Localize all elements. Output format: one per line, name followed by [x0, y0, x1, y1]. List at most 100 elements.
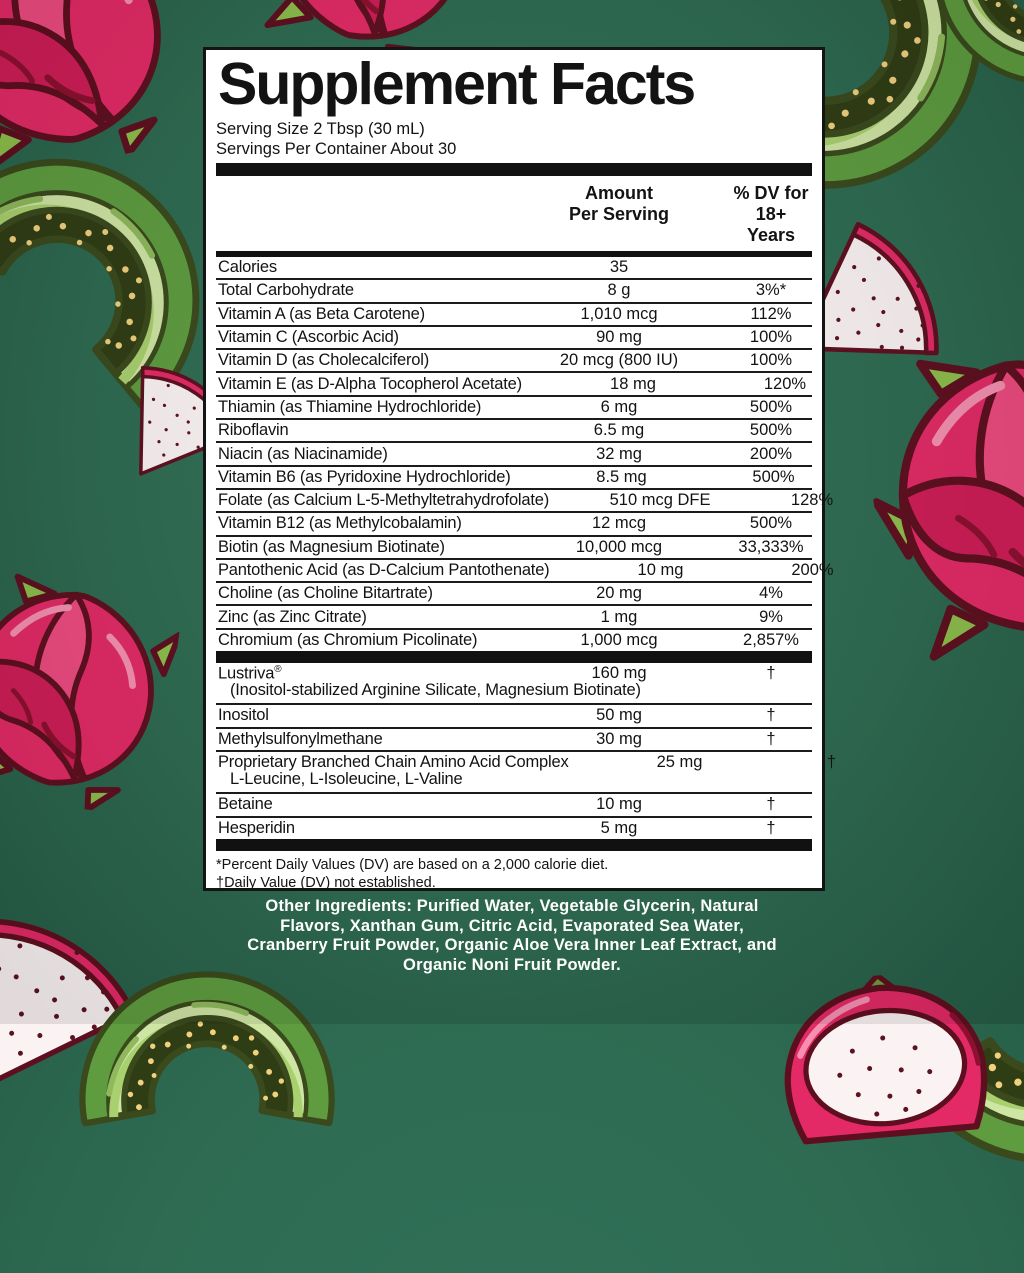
- nutrient-table: Calories 35 Total Carbohydrate 8 g 3%* V…: [216, 257, 834, 651]
- nutrient-name: Vitamin B12 (as Methylcobalamin): [218, 514, 462, 533]
- nutrient-dv: †: [766, 795, 776, 814]
- footnote-daily-values: *Percent Daily Values (DV) are based on …: [216, 856, 609, 873]
- nutrient-name: Folate (as Calcium L-5-Methyltetrahydrof…: [218, 491, 550, 510]
- table-row: Vitamin C (Ascorbic Acid) 90 mg 100%: [216, 327, 812, 351]
- nutrient-dv: †: [766, 664, 776, 683]
- nutrient-name: Hesperidin: [218, 818, 295, 837]
- nutrient-dv: 33,333%: [738, 537, 804, 556]
- nutrient-name: Vitamin C (Ascorbic Acid): [218, 328, 399, 347]
- nutrient-name: Betaine: [218, 795, 273, 814]
- nutrient-dv: 100%: [749, 328, 793, 347]
- nutrient-dv: 2,857%: [743, 630, 799, 649]
- nutrient-dv: 500%: [749, 514, 793, 533]
- nutrient-dv: 500%: [749, 421, 793, 440]
- nutrient-amount: 10 mg: [637, 561, 684, 579]
- nutrient-dv: 9%: [759, 607, 783, 626]
- nutrient-name: Inositol: [218, 706, 269, 725]
- nutrient-amount: 10 mg: [596, 795, 642, 814]
- proprietary-table: Lustriva® 160 mg † (Inositol-stabilized …: [216, 663, 836, 839]
- nutrient-name: Pantothenic Acid (as D-Calcium Pantothen…: [218, 561, 550, 579]
- nutrient-dv: 112%: [750, 304, 792, 323]
- nutrient-amount: 90 mg: [596, 328, 642, 347]
- footnote-dv-not-established: †Daily Value (DV) not established.: [216, 875, 436, 892]
- nutrient-name: Methylsulfonylmethane: [218, 729, 383, 748]
- table-row: Niacin (as Niacinamide) 32 mg 200%: [216, 443, 812, 467]
- nutrient-amount: 1,010 mcg: [580, 304, 658, 323]
- nutrient-amount: 160 mg: [591, 664, 647, 683]
- table-row: Total Carbohydrate 8 g 3%*: [216, 280, 812, 304]
- table-row: Calories 35: [216, 257, 812, 281]
- nutrient-amount: 6 mg: [600, 397, 638, 416]
- table-row: Vitamin B12 (as Methylcobalamin) 12 mcg …: [216, 513, 812, 537]
- divider-bar-medium: [216, 251, 812, 257]
- nutrient-name: Thiamin (as Thiamine Hydrochloride): [218, 397, 482, 416]
- nutrient-dv: †: [766, 729, 776, 748]
- nutrient-name: Zinc (as Zinc Citrate): [218, 607, 367, 626]
- nutrient-name: Proprietary Branched Chain Amino Acid Co…: [218, 753, 569, 772]
- table-row: Vitamin E (as D-Alpha Tocopherol Acetate…: [216, 373, 812, 397]
- nutrient-name: Biotin (as Magnesium Biotinate): [218, 537, 445, 556]
- nutrient-name: Calories: [218, 258, 277, 277]
- table-row: Betaine 10 mg †: [216, 794, 812, 818]
- nutrient-dv: 120%: [763, 374, 807, 393]
- other-ingredients-text: Other Ingredients: Purified Water, Veget…: [182, 897, 842, 975]
- dv-column-header: % DV for 18+ Years: [733, 183, 809, 245]
- other-ingredients-line: Organic Noni Fruit Powder.: [403, 955, 621, 974]
- nutrient-amount: 32 mg: [596, 444, 642, 463]
- nutrient-amount: 5 mg: [600, 818, 638, 837]
- table-row: Vitamin D (as Cholecalciferol) 20 mcg (8…: [216, 350, 812, 374]
- nutrient-dv: 4%: [759, 584, 783, 603]
- dragon-fruit-illustration: [0, 566, 185, 819]
- nutrient-amount: 1,000 mcg: [580, 630, 658, 649]
- table-row: Hesperidin 5 mg †: [216, 818, 812, 839]
- nutrient-amount: 6.5 mg: [593, 421, 645, 440]
- column-headers: Amount Per Serving % DV for 18+ Years: [216, 176, 812, 251]
- nutrient-dv: †: [766, 818, 776, 837]
- nutrient-amount: 18 mg: [610, 374, 656, 393]
- nutrient-dv: 200%: [791, 561, 834, 579]
- divider-bar-thick: [216, 163, 812, 176]
- table-row: Zinc (as Zinc Citrate) 1 mg 9%: [216, 606, 812, 630]
- nutrient-dv: 100%: [749, 351, 793, 370]
- nutrient-amount: 8 g: [607, 281, 631, 300]
- table-row: Inositol 50 mg †: [216, 705, 812, 729]
- panel-title: Supplement Facts: [218, 51, 696, 117]
- label-background: { "supplement_facts": { "title": "Supple…: [0, 0, 1024, 1024]
- table-row: Biotin (as Magnesium Biotinate) 10,000 m…: [216, 537, 812, 560]
- table-row: Chromium (as Chromium Picolinate) 1,000 …: [216, 630, 812, 651]
- nutrient-amount: 25 mg: [656, 753, 703, 772]
- nutrient-name: Niacin (as Niacinamide): [218, 444, 388, 463]
- nutrient-name: Vitamin B6 (as Pyridoxine Hydrochloride): [218, 467, 511, 486]
- nutrient-name: Riboflavin: [218, 421, 289, 440]
- nutrient-amount: 50 mg: [596, 706, 642, 725]
- nutrient-name: Total Carbohydrate: [218, 281, 354, 300]
- nutrient-dv: 500%: [749, 397, 793, 416]
- dragon-fruit-half-illustration: [763, 965, 1008, 1162]
- nutrient-subline: L-Leucine, L-Isoleucine, L-Valine: [230, 770, 463, 789]
- other-ingredients-line: Cranberry Fruit Powder, Organic Aloe Ver…: [247, 936, 777, 954]
- other-ingredients-line: Flavors, Xanthan Gum, Citric Acid, Evapo…: [280, 916, 744, 935]
- nutrient-amount: 20 mg: [596, 584, 642, 603]
- amount-column-header: Amount Per Serving: [568, 183, 670, 224]
- nutrient-amount: 1 mg: [600, 607, 638, 626]
- table-row: Vitamin A (as Beta Carotene) 1,010 mcg 1…: [216, 304, 812, 327]
- nutrient-name: Vitamin A (as Beta Carotene): [218, 304, 425, 323]
- divider-bar-bottom: [216, 838, 812, 851]
- nutrient-dv: †: [766, 706, 776, 725]
- nutrient-amount: 35: [609, 258, 629, 277]
- table-row: Riboflavin 6.5 mg 500%: [216, 420, 812, 444]
- table-row: Proprietary Branched Chain Amino Acid Co…: [216, 752, 836, 795]
- table-row: Thiamin (as Thiamine Hydrochloride) 6 mg…: [216, 397, 812, 421]
- nutrient-name: Vitamin E (as D-Alpha Tocopherol Acetate…: [218, 374, 522, 393]
- nutrient-dv: †: [826, 753, 837, 772]
- supplement-facts-panel: Supplement Facts Serving Size 2 Tbsp (30…: [203, 47, 836, 892]
- serving-size: Serving Size 2 Tbsp (30 mL): [216, 120, 425, 138]
- nutrient-name: Chromium (as Chromium Picolinate): [218, 630, 478, 649]
- nutrient-name: Vitamin D (as Cholecalciferol): [218, 351, 430, 370]
- nutrient-dv: 500%: [752, 467, 795, 486]
- table-row: Lustriva® 160 mg † (Inositol-stabilized …: [216, 663, 812, 706]
- nutrient-amount: 510 mcg DFE: [609, 491, 711, 510]
- table-row: Folate (as Calcium L-5-Methyltetrahydrof…: [216, 490, 833, 514]
- table-row: Choline (as Choline Bitartrate) 20 mg 4%: [216, 583, 812, 607]
- nutrient-name: Lustriva®: [218, 663, 282, 683]
